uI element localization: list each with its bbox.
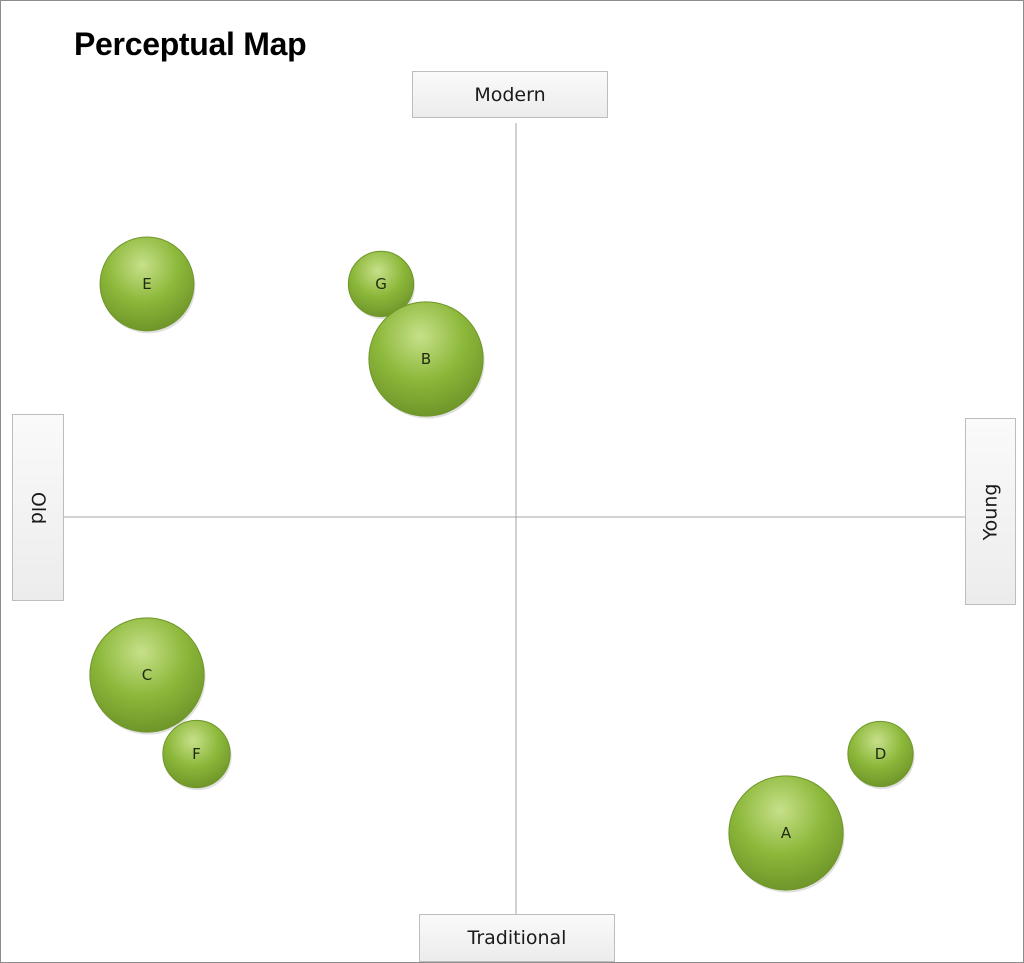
bubble-label: B [421, 350, 431, 368]
bubble-label: F [192, 745, 201, 763]
axis-label-left: Old [12, 414, 64, 601]
bubble-a: A [728, 775, 845, 893]
axis-label-right: Young [965, 418, 1016, 605]
axis-label-bottom: Traditional [419, 914, 615, 962]
bubble-label: A [781, 824, 792, 842]
bubble-point [347, 250, 415, 318]
bubble-group: E G B C F D A [89, 236, 915, 893]
chart-title: Perceptual Map [74, 26, 307, 62]
bubble-label: D [875, 745, 887, 763]
bubble-point [847, 720, 914, 788]
axis-label-top-text: Modern [474, 83, 546, 106]
axis-label-bottom-text: Traditional [467, 927, 567, 949]
bubble-point [99, 236, 195, 332]
bubble-point [368, 301, 484, 417]
axis-label-top: Modern [412, 71, 608, 118]
bubble-label: E [142, 275, 151, 293]
bubble-point [162, 719, 231, 789]
bubble-d: D [847, 720, 915, 790]
bubble-c: C [89, 617, 206, 735]
bubble-e: E [99, 236, 196, 334]
bubble-f: F [162, 719, 232, 791]
bubble-point [89, 617, 205, 733]
axis-label-left-text: Old [26, 491, 49, 524]
axis-label-right-text: Young [979, 483, 1002, 540]
bubble-label: C [142, 666, 152, 684]
bubble-b: B [368, 301, 485, 419]
bubble-g: G [347, 250, 416, 320]
bubble-point [728, 775, 844, 891]
bubble-label: G [375, 275, 387, 293]
